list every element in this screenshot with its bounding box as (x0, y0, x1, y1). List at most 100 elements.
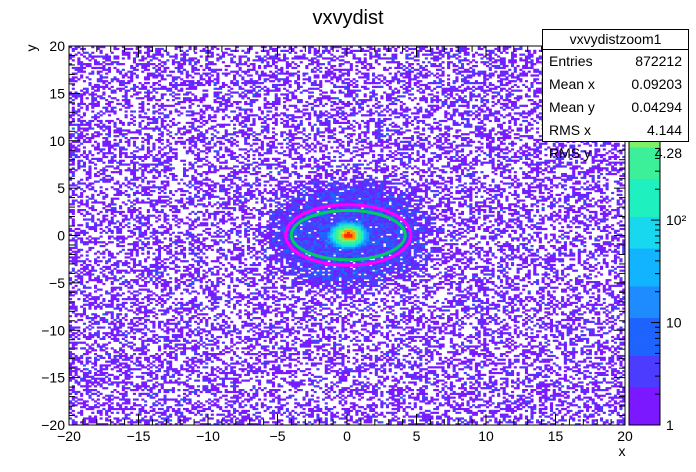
heatmap-cell (77, 383, 81, 386)
heatmap-cell (132, 131, 137, 134)
heatmap-cell (85, 349, 89, 352)
heatmap-cell (221, 108, 225, 111)
heatmap-cell (213, 99, 217, 102)
heatmap-cell (105, 243, 109, 246)
heatmap-cell (74, 246, 78, 250)
heatmap-cell (177, 64, 181, 68)
heatmap-cell (174, 252, 178, 255)
heatmap-cell (91, 193, 95, 197)
heatmap-cell (230, 256, 234, 259)
heatmap-cell (102, 216, 106, 219)
heatmap-cell (105, 265, 109, 269)
heatmap-cell (113, 328, 117, 331)
heatmap-cell (91, 186, 95, 189)
heatmap-cell (174, 379, 178, 382)
heatmap-cell (174, 142, 178, 145)
heatmap-cell (205, 136, 209, 140)
heatmap-cell (227, 174, 231, 178)
heatmap-cell (96, 370, 100, 373)
heatmap-cell (69, 159, 73, 162)
heatmap-cell (219, 184, 223, 187)
heatmap-cell (80, 74, 84, 77)
heatmap-cell (77, 411, 81, 414)
heatmap-cell (196, 332, 200, 335)
heatmap-cell (227, 400, 231, 403)
heatmap-cell (94, 83, 98, 87)
heatmap-cell (102, 318, 106, 322)
heatmap-cell (141, 140, 145, 143)
heatmap-cell (141, 352, 145, 356)
heatmap-cell (227, 172, 231, 176)
heatmap-cell (171, 351, 175, 354)
heatmap-cell (141, 172, 145, 176)
heatmap-cell (113, 142, 117, 145)
heatmap-cell (191, 349, 195, 352)
heatmap-cell (163, 248, 167, 251)
heatmap-cell (230, 150, 234, 153)
heatmap-cell (130, 110, 134, 113)
heatmap-cell (180, 112, 184, 115)
heatmap-cell (163, 299, 167, 303)
heatmap-cell (177, 199, 181, 202)
heatmap-cell (116, 144, 120, 147)
heatmap-cell (213, 142, 217, 145)
heatmap-cell (224, 326, 228, 329)
heatmap-cell (85, 172, 89, 176)
heatmap-cell (88, 59, 92, 62)
heatmap-cell (80, 402, 84, 405)
heatmap-cell (141, 265, 145, 269)
heatmap-cell (110, 85, 114, 88)
heatmap-cell (188, 417, 192, 420)
heatmap-cell (219, 125, 223, 128)
heatmap-cell (116, 243, 120, 246)
heatmap-cell (210, 244, 214, 248)
heatmap-cell (160, 352, 164, 356)
heatmap-cell (82, 417, 86, 420)
heatmap-cell (208, 148, 212, 151)
heatmap-cell (180, 142, 184, 145)
heatmap-cell (85, 417, 89, 420)
heatmap-cell (202, 307, 206, 310)
heatmap-cell (138, 413, 142, 416)
heatmap-cell (85, 210, 89, 214)
heatmap-cell (135, 201, 139, 204)
heatmap-cell (85, 362, 89, 365)
heatmap-cell (80, 121, 84, 124)
heatmap-cell (188, 231, 192, 234)
heatmap-cell (155, 373, 159, 377)
heatmap-cell (205, 227, 209, 231)
heatmap-cell (135, 186, 139, 189)
heatmap-cell (135, 146, 139, 149)
heatmap-cell (199, 74, 203, 77)
heatmap-cell (80, 106, 84, 109)
heatmap-cell (191, 248, 195, 251)
heatmap-cell (185, 231, 189, 234)
heatmap-cell (205, 415, 209, 418)
heatmap-cell (105, 174, 109, 178)
heatmap-cell (82, 334, 86, 337)
heatmap-cell (110, 407, 114, 411)
heatmap-cell (180, 347, 184, 350)
heatmap-cell (69, 292, 73, 295)
heatmap-cell (180, 248, 184, 251)
heatmap-cell (135, 161, 139, 164)
heatmap-cell (163, 294, 167, 297)
heatmap-cell (121, 394, 125, 397)
heatmap-cell (177, 66, 181, 70)
heatmap-cell (135, 208, 139, 212)
heatmap-cell (74, 243, 78, 246)
heatmap-cell (102, 87, 106, 90)
heatmap-cell (71, 199, 75, 202)
heatmap-cell (216, 341, 220, 344)
heatmap-cell (107, 205, 111, 208)
heatmap-cell (121, 332, 125, 335)
heatmap-cell (216, 243, 220, 246)
heatmap-cell (169, 244, 173, 248)
heatmap-cell (127, 387, 131, 390)
heatmap-cell (230, 371, 234, 375)
heatmap-cell (188, 148, 192, 151)
heatmap-cell (219, 104, 223, 107)
heatmap-cell (169, 190, 173, 193)
heatmap-cell (85, 212, 89, 215)
heatmap-cell (88, 370, 92, 373)
